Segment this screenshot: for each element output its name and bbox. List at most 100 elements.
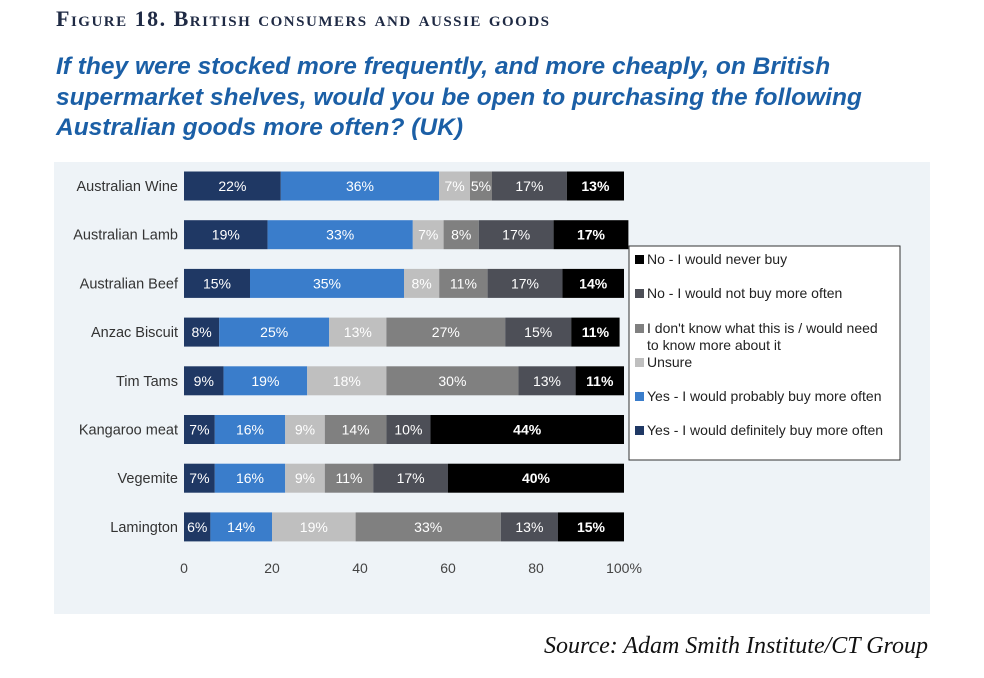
data-label: 19%	[251, 373, 279, 389]
data-label: 11%	[336, 470, 363, 486]
legend-entry: Unsure	[647, 354, 692, 370]
category-label: Kangaroo meat	[79, 423, 178, 439]
bar-segment	[214, 463, 286, 493]
bar-segment	[250, 268, 404, 298]
data-label: 5%	[471, 178, 491, 194]
bar-segment	[558, 512, 624, 542]
x-tick-label: 80	[528, 560, 544, 576]
data-label: 9%	[194, 373, 214, 389]
bar-segment	[562, 268, 624, 298]
data-label: 17%	[397, 470, 425, 486]
data-label: 8%	[451, 227, 471, 243]
chart-question: If they were stocked more frequently, an…	[56, 53, 862, 141]
bar-segment	[184, 220, 268, 250]
bar-segment	[448, 463, 624, 493]
bar-segment	[210, 512, 272, 542]
bar-segment	[487, 268, 563, 298]
bar-segment	[285, 415, 325, 444]
data-label: 7%	[444, 178, 464, 194]
data-label: 17%	[515, 178, 543, 194]
legend-swatch	[635, 255, 644, 264]
legend-box	[628, 245, 901, 461]
bar-segment	[386, 415, 431, 444]
bar-segment	[571, 317, 620, 347]
data-label: 8%	[191, 324, 211, 340]
bar-segment	[184, 512, 211, 542]
bar-segment	[470, 171, 492, 201]
bar-segment	[500, 512, 558, 542]
data-label: 15%	[577, 519, 606, 535]
data-label: 36%	[346, 178, 374, 194]
data-label: 17%	[502, 227, 530, 243]
x-tick-label: 60	[440, 560, 456, 576]
data-label: 33%	[414, 519, 442, 535]
legend-entry: Yes - I would probably buy more often	[647, 388, 882, 404]
bar-segment	[285, 463, 325, 493]
data-label: 17%	[577, 227, 606, 243]
legend-swatch	[635, 289, 644, 298]
legend-swatch	[635, 392, 644, 401]
bar-segment	[439, 171, 470, 201]
data-label: 8%	[411, 275, 431, 291]
data-label: 7%	[189, 422, 209, 438]
bar-segment	[386, 366, 519, 396]
legend-swatch	[635, 358, 644, 367]
data-label: 15%	[524, 324, 552, 340]
legend-entry: No - I would never buy	[647, 251, 787, 267]
data-label: 11%	[586, 373, 614, 389]
bar-segment	[575, 366, 624, 396]
data-label: 9%	[295, 470, 315, 486]
x-tick-label: 100%	[606, 560, 642, 576]
chart-panel: Australian Wine 22% 36% 7% 5% 17% 13% Australia…	[54, 162, 930, 614]
category-label: Tim Tams	[116, 374, 178, 390]
source-note: Source: Adam Smith Institute/CT Group	[544, 633, 928, 659]
bar-segment	[324, 463, 374, 493]
stacked-bar-chart: Australian Wine 22% 36% 7% 5% 17% 13% Australia…	[73, 171, 901, 576]
data-label: 10%	[394, 422, 422, 438]
data-label: 44%	[513, 422, 542, 438]
bar-segment	[184, 366, 224, 396]
legend-entry: Yes - I would definitely buy more often	[647, 422, 883, 438]
bar-segment	[184, 317, 220, 347]
data-label: 27%	[432, 324, 460, 340]
category-label: Australian Lamb	[73, 228, 178, 244]
category-label: Lamington	[110, 520, 178, 536]
figure-label: Figure 18. British consumers and aussie …	[56, 6, 551, 31]
x-tick-label: 40	[352, 560, 368, 576]
bar-segment	[505, 317, 572, 347]
data-label: 22%	[218, 178, 246, 194]
bar-segment	[184, 171, 281, 201]
data-label: 16%	[236, 422, 264, 438]
data-label: 19%	[212, 227, 240, 243]
bar-segment	[566, 171, 624, 201]
bar-segment	[307, 366, 387, 396]
bar-segment	[267, 220, 413, 250]
bar-segment	[184, 415, 215, 444]
data-label: 7%	[189, 470, 209, 486]
legend-entry: No - I would not buy more often	[647, 285, 842, 301]
data-label: 13%	[533, 373, 561, 389]
data-label: 14%	[579, 275, 608, 291]
category-label: Australian Beef	[80, 276, 179, 292]
data-label: 25%	[260, 324, 288, 340]
category-label: Australian Wine	[76, 179, 178, 195]
bar-segment	[412, 220, 444, 250]
data-label: 30%	[438, 373, 466, 389]
data-label: 14%	[342, 422, 370, 438]
bar-segment	[223, 366, 308, 396]
bar-segment	[184, 268, 250, 298]
bar-segment	[439, 268, 488, 298]
data-label: 35%	[313, 275, 341, 291]
data-label: 40%	[522, 470, 551, 486]
category-label: Vegemite	[118, 471, 178, 487]
bar-segment	[329, 317, 387, 347]
bar-segment	[518, 366, 576, 396]
category-label: Anzac Biscuit	[91, 325, 178, 341]
bar-segment	[553, 220, 629, 250]
data-label: 15%	[203, 275, 231, 291]
legend-swatch	[635, 426, 644, 435]
bar-segment	[373, 463, 448, 493]
data-label: 6%	[187, 519, 207, 535]
bar-segment	[214, 415, 286, 444]
data-label: 17%	[511, 275, 539, 291]
